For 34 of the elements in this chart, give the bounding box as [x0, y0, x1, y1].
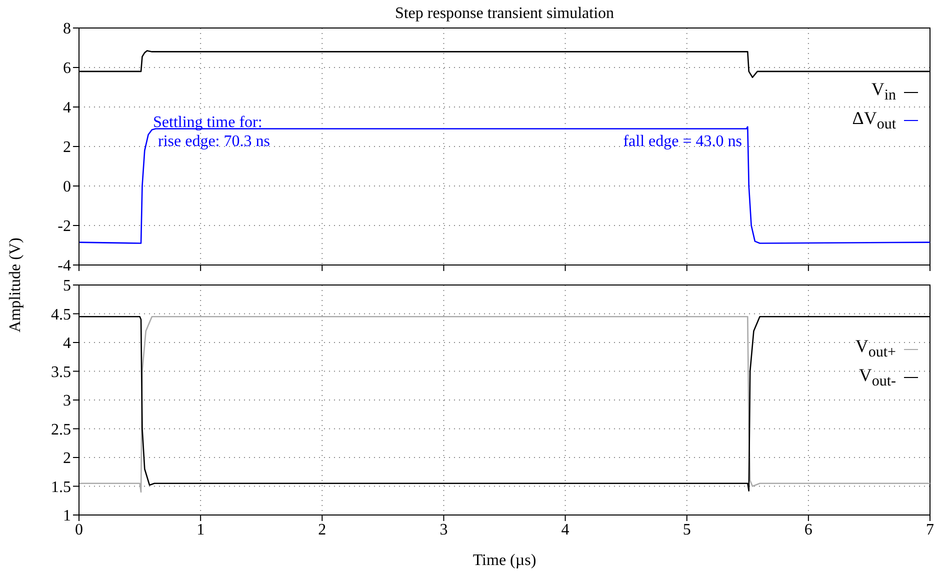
y-tick-label: 4 — [63, 335, 71, 352]
x-tick-label: 2 — [318, 521, 326, 538]
x-tick-label: 6 — [804, 521, 812, 538]
annotation: rise edge: 70.3 ns — [158, 133, 270, 151]
y-tick-label: 5 — [63, 278, 71, 295]
y-tick-label: 1 — [63, 508, 71, 525]
y-tick-label: 6 — [63, 60, 71, 78]
y-tick-label: 8 — [63, 20, 71, 38]
chart-title: Step response transient simulation — [394, 5, 614, 22]
x-tick-label: 7 — [926, 521, 934, 538]
legend-label: V$_{out+}$ — [855, 335, 896, 363]
x-tick-label: 3 — [440, 521, 448, 538]
x-axis-title: Time (µs) — [472, 552, 536, 569]
y-tick-label: -4 — [58, 258, 71, 275]
annotation: fall edge = 43.0 ns — [623, 133, 742, 151]
y-tick-label: 1.5 — [51, 478, 71, 496]
annotation: Settling time for: — [153, 114, 262, 132]
x-tick-label: 1 — [196, 521, 205, 538]
legend-label: ΔV$_{out}$ — [852, 106, 896, 134]
y-tick-label: 0 — [63, 178, 71, 196]
y-tick-label: 4.5 — [51, 306, 71, 324]
legend-label: V$_{out-}$ — [858, 364, 896, 392]
x-tick-label: 4 — [561, 521, 570, 538]
x-tick-label: 5 — [682, 521, 691, 538]
y-axis-title: Amplitude (V) — [7, 238, 24, 332]
y-tick-label: 3.5 — [51, 364, 71, 381]
y-tick-label: -2 — [58, 218, 71, 236]
y-tick-label: 2 — [63, 139, 71, 156]
y-tick-label: 2 — [63, 450, 71, 468]
x-tick-label: 0 — [75, 521, 83, 538]
y-tick-label: 3 — [63, 392, 71, 410]
legend-label: V$_{in}$ — [871, 78, 896, 106]
y-tick-label: 2.5 — [51, 421, 71, 438]
y-tick-label: 4 — [63, 100, 71, 117]
